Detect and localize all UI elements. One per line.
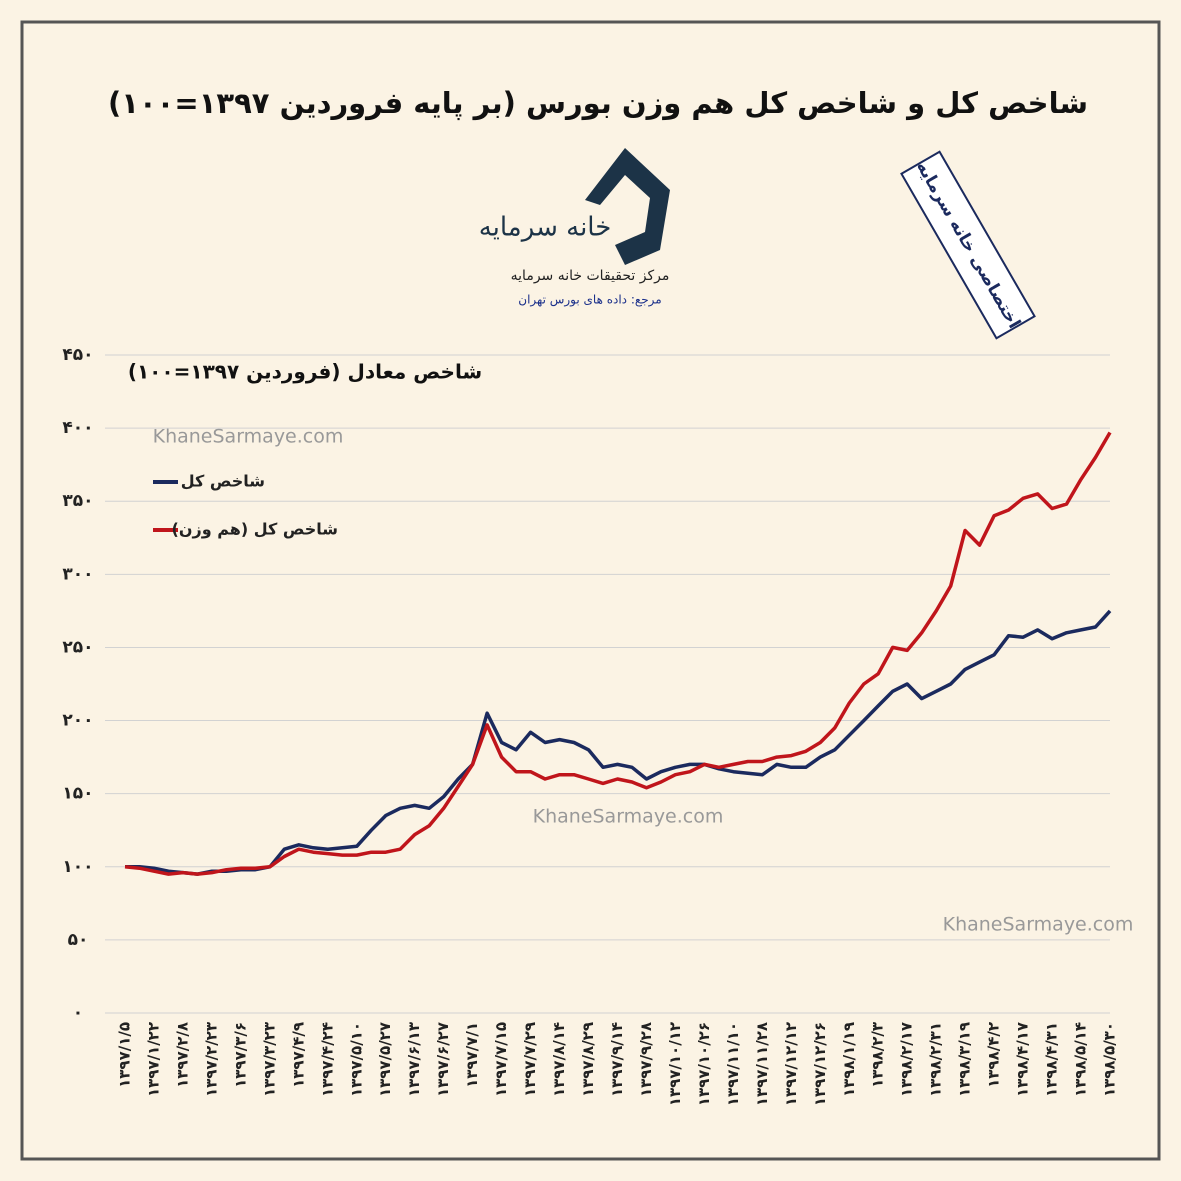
y-tick-label: ۲۰۰ — [62, 711, 93, 731]
frame — [20, 20, 1161, 1161]
y-tick-label: ۱۵۰ — [62, 784, 93, 804]
y-tick-label: ۳۵۰ — [62, 491, 93, 511]
y-tick-label: ۰ — [73, 1003, 83, 1023]
x-tick-label: ۱۳۹۷/۸/۲۹ — [579, 1022, 597, 1097]
y-tick-label: ۳۰۰ — [62, 564, 93, 584]
x-tick-label: ۱۳۹۸/۴/۲ — [985, 1022, 1003, 1088]
x-tick-label: ۱۳۹۷/۵/۱۰ — [347, 1022, 365, 1097]
watermark: KhaneSarmaye.com — [153, 426, 344, 448]
series-line — [124, 431, 1112, 876]
y-tick-label: ۱۰۰ — [62, 857, 93, 877]
x-tick-label: ۱۳۹۸/۲/۳۱ — [927, 1022, 945, 1097]
x-tick-label: ۱۳۹۷/۵/۲۷ — [376, 1022, 394, 1097]
y-tick-label: ۴۵۰ — [62, 345, 93, 365]
x-tick-label: ۱۳۹۷/۱۰/۲۶ — [695, 1022, 713, 1106]
watermark: KhaneSarmaye.com — [943, 914, 1134, 936]
x-tick-label: ۱۳۹۷/۴/۹ — [289, 1022, 307, 1088]
logo-mark — [585, 148, 670, 265]
x-tick-label: ۱۳۹۷/۱/۵ — [116, 1022, 134, 1088]
y-tick-label: ۵۰ — [68, 930, 89, 950]
series-line — [125, 609, 1112, 876]
x-tick-label: ۱۳۹۷/۱۱/۱۰ — [724, 1022, 742, 1106]
source: مرجع: داده های بورس تهران — [518, 293, 661, 308]
x-tick-label: ۱۳۹۸/۵/۳۰ — [1101, 1022, 1119, 1097]
y-tick-label: ۴۰۰ — [62, 418, 93, 438]
x-tick-label: ۱۳۹۸/۳/۱۹ — [956, 1022, 974, 1097]
x-tick-label: ۱۳۹۷/۱۲/۲۶ — [811, 1022, 829, 1106]
stamp-box — [900, 150, 1036, 340]
y-tick-label: ۲۵۰ — [62, 637, 93, 657]
x-tick-label: ۱۳۹۷/۲/۸ — [173, 1022, 191, 1088]
x-tick-label: ۱۳۹۷/۷/۲۹ — [521, 1022, 539, 1097]
legend-label: شاخص کل — [181, 472, 265, 491]
x-tick-label: ۱۳۹۸/۲/۱۷ — [898, 1022, 916, 1097]
x-tick-label: ۱۳۹۷/۹/۲۸ — [637, 1022, 655, 1097]
x-tick-label: ۱۳۹۷/۱۱/۲۸ — [753, 1022, 771, 1106]
x-tick-label: ۱۳۹۷/۲/۲۳ — [202, 1022, 220, 1097]
x-tick-label: ۱۳۹۷/۸/۱۴ — [550, 1022, 568, 1097]
x-tick-label: ۱۳۹۷/۴/۲۴ — [318, 1022, 336, 1097]
x-tick-label: ۱۳۹۸/۱/۱۹ — [840, 1022, 858, 1097]
plot-area: ۰ ۵۰ ۱۰۰ ۱۵۰ ۲۰۰ ۲۵۰ ۳۰۰ ۳۵۰ ۴۰۰ ۴۵۰ ۱۳۹۷/۱/۵ ۱۳۹۷/… — [62, 345, 1118, 1106]
x-tick-label: ۱۳۹۷/۱۲/۱۲ — [782, 1022, 800, 1106]
x-tick-label: ۱۳۹۷/۳/۲۳ — [260, 1022, 278, 1097]
x-tick-label: ۱۳۹۸/۲/۳ — [869, 1022, 887, 1088]
x-tick-label: ۱۳۹۷/۶/۱۳ — [405, 1022, 423, 1097]
x-tick-label: ۱۳۹۷/۶/۲۷ — [434, 1022, 452, 1097]
x-tick-label: ۱۳۹۷/۷/۱۵ — [492, 1022, 510, 1097]
x-tick-label: ۱۳۹۷/۷/۱ — [463, 1022, 481, 1088]
chart-title: شاخص کل و شاخص کل هم وزن بورس (بر پایه ف… — [108, 86, 1088, 121]
logo-org: مرکز تحقیقات خانه سرمایه — [511, 268, 670, 284]
x-tick-label: ۱۳۹۸/۴/۱۷ — [1014, 1022, 1032, 1097]
x-tick-label: ۱۳۹۷/۳/۶ — [231, 1022, 249, 1088]
x-tick-label: ۱۳۹۸/۴/۳۱ — [1043, 1022, 1061, 1097]
watermark: KhaneSarmaye.com — [533, 806, 724, 828]
legend-label: شاخص کل (هم وزن) — [172, 520, 338, 539]
x-tick-label: ۱۳۹۷/۱۰/۱۲ — [666, 1022, 684, 1106]
y-axis-title: شاخص معادل (فروردین ۱۳۹۷=۱۰۰) — [128, 360, 482, 384]
x-tick-label: ۱۳۹۷/۱/۲۲ — [144, 1022, 162, 1097]
x-tick-label: ۱۳۹۸/۵/۱۴ — [1072, 1022, 1090, 1097]
logo-name: خانه سرمایه — [479, 213, 612, 243]
x-tick-label: ۱۳۹۷/۹/۱۴ — [608, 1022, 626, 1097]
